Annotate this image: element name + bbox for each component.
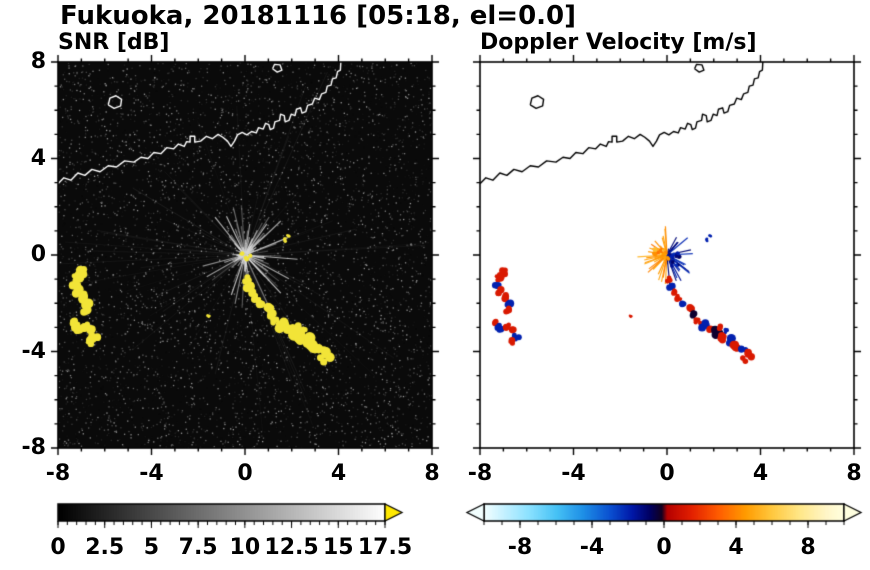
- x-tick-label-snr: -4: [139, 461, 164, 486]
- x-tick-label-doppler: 0: [659, 461, 675, 486]
- snr-colorbar-label: 0: [50, 535, 66, 560]
- y-tick-label: -4: [21, 338, 46, 364]
- snr-ppi-plot: [48, 52, 442, 458]
- doppler-panel-title: Doppler Velocity [m/s]: [480, 30, 757, 55]
- snr-colorbar-label: 17.5: [357, 535, 413, 560]
- x-tick-label-snr: 0: [237, 461, 253, 486]
- y-tick-label: 0: [30, 242, 46, 267]
- doppler-colorbar: [458, 502, 870, 533]
- x-tick-label-doppler: -4: [561, 461, 586, 486]
- figure-title: Fukuoka, 20181116 [05:18, el=0.0]: [60, 1, 577, 31]
- snr-colorbar-label: 15: [322, 535, 354, 560]
- snr-colorbar: [50, 502, 462, 533]
- x-tick-label-doppler: -8: [467, 461, 493, 486]
- doppler-colorbar-label: 8: [800, 535, 816, 560]
- x-tick-label-doppler: 8: [846, 461, 862, 486]
- y-tick-label: -8: [21, 435, 46, 460]
- doppler-ppi-plot: [470, 52, 864, 458]
- doppler-colorbar-label: 0: [656, 535, 672, 560]
- snr-colorbar-label: 5: [143, 535, 160, 560]
- y-tick-label: 4: [30, 145, 46, 171]
- doppler-colorbar-label: -8: [507, 535, 533, 560]
- snr-panel-title: SNR [dB]: [58, 30, 170, 55]
- snr-colorbar-label: 7.5: [178, 535, 218, 560]
- x-tick-label-snr: 8: [424, 461, 440, 486]
- x-tick-label-snr: 4: [330, 461, 347, 486]
- snr-colorbar-label: 10: [229, 535, 261, 560]
- y-tick-label: 8: [30, 49, 46, 74]
- x-tick-label-doppler: 4: [752, 461, 769, 486]
- snr-colorbar-label: 2.5: [85, 535, 125, 560]
- snr-colorbar-label: 12.5: [264, 535, 319, 560]
- doppler-colorbar-label: 4: [728, 535, 744, 560]
- x-tick-label-snr: -8: [45, 461, 71, 486]
- doppler-colorbar-label: -4: [579, 535, 605, 560]
